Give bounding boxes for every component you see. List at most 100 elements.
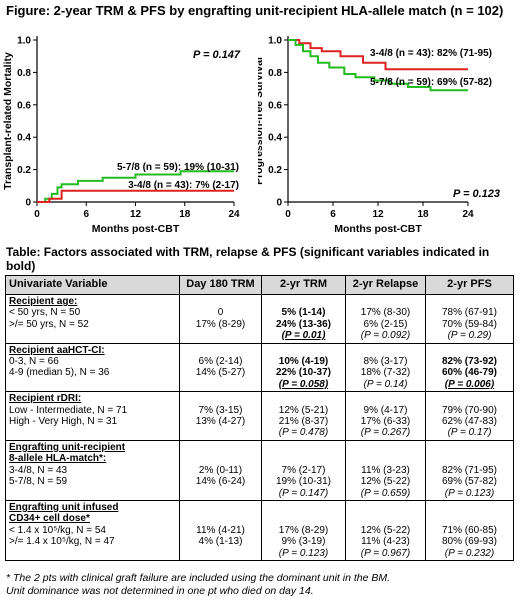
table-header-row: Univariate Variable Day 180 TRM 2-yr TRM… xyxy=(5,275,514,295)
value: 62% (47-83) xyxy=(441,416,498,428)
x-axis-label: Months post-CBT xyxy=(334,223,422,235)
trm-cell: 10% (4-19) 22% (10-37) (P = 0.058) xyxy=(261,342,346,393)
value: 17% (8-29) xyxy=(278,524,329,536)
value: 60% (46-79) xyxy=(441,367,498,379)
value: 82% (73-92) xyxy=(441,356,498,368)
y-tick-label: 0.8 xyxy=(17,68,31,79)
value: 17% (6-33) xyxy=(360,416,411,428)
p-value: (P = 0.147) xyxy=(278,487,329,499)
row-label: >/= 1.4 x 10⁵/kg, N = 47 xyxy=(9,536,115,548)
table-row-age: Recipient age: < 50 yrs, N = 50 >/= 50 y… xyxy=(5,294,514,344)
value: 24% (13-36) xyxy=(275,318,332,330)
trm-cell: 17% (8-29) 9% (3-19) (P = 0.123) xyxy=(261,499,346,561)
day180-cell: 2% (0-11) 14% (6-24) xyxy=(179,439,262,501)
pfs-cell: 79% (70-90) 62% (47-83) (P = 0.17) xyxy=(425,391,514,441)
value: 8% (3-17) xyxy=(363,356,408,368)
pfs-cell: 71% (60-85) 80% (69-93) (P = 0.232) xyxy=(425,499,514,561)
value: 2% (0-11) xyxy=(198,464,243,476)
value: 17% (8-30) xyxy=(360,307,411,319)
value: 6% (2-14) xyxy=(198,356,243,368)
variable-cell: Recipient age: < 50 yrs, N = 50 >/= 50 y… xyxy=(5,294,180,344)
value: 18% (7-32) xyxy=(360,367,411,379)
x-tick-label: 18 xyxy=(417,209,429,220)
y-tick-label: 0 xyxy=(276,198,282,209)
value: 14% (5-27) xyxy=(195,367,246,379)
table-title: Table: Factors associated with TRM, rela… xyxy=(6,245,490,273)
group-header: Recipient rDRI: xyxy=(9,393,82,405)
row-label: 0-3, N = 66 xyxy=(9,356,59,368)
series-label: 5-7/8 (n = 59): 69% (57-82) xyxy=(370,77,492,88)
series-line xyxy=(288,39,468,71)
group-header: Recipient age: xyxy=(9,296,78,307)
y-tick-label: 0.2 xyxy=(17,165,31,176)
p-value: (P = 0.092) xyxy=(360,330,411,342)
value: 5% (1-14) xyxy=(281,307,326,319)
group-header: Engrafting unit infused xyxy=(9,501,119,513)
value: 7% (2-17) xyxy=(281,464,326,476)
p-value: (P = 0.01) xyxy=(281,330,326,342)
pfs-cell: 82% (71-95) 69% (57-82) (P = 0.123) xyxy=(425,439,514,501)
table-row-hctci: Recipient aaHCT-CI: 0-3, N = 66 4-9 (med… xyxy=(5,342,514,393)
row-label: 5-7/8, N = 59 xyxy=(9,476,68,488)
figure-title: Figure: 2-year TRM & PFS by engrafting u… xyxy=(6,3,504,18)
value: 19% (10-31) xyxy=(275,476,332,488)
value: 82% (71-95) xyxy=(441,464,498,476)
value: 12% (5-22) xyxy=(360,476,411,488)
p-value: (P = 0.058) xyxy=(278,378,329,390)
x-tick-label: 24 xyxy=(228,209,240,220)
value: 6% (2-15) xyxy=(363,318,408,330)
value: 7% (3-15) xyxy=(198,404,243,416)
y-tick-label: 0.4 xyxy=(268,133,282,144)
factors-table: Univariate Variable Day 180 TRM 2-yr TRM… xyxy=(5,275,514,561)
y-tick-label: 1.0 xyxy=(268,36,282,47)
value: 12% (5-22) xyxy=(360,524,411,536)
variable-cell: Engrafting unit-recipient 8-allele HLA-m… xyxy=(5,439,180,501)
footnote: * The 2 pts with clinical graft failure … xyxy=(6,572,390,598)
y-axis-label: Transplant-related Mortality xyxy=(2,52,14,190)
footnote-line-1: * The 2 pts with clinical graft failure … xyxy=(6,572,391,584)
y-tick-label: 1.0 xyxy=(17,36,31,47)
table-row-hla-match: Engrafting unit-recipient 8-allele HLA-m… xyxy=(5,439,514,501)
p-value: (P = 0.478) xyxy=(278,427,329,439)
day180-cell: 6% (2-14) 14% (5-27) xyxy=(179,342,262,393)
p-value: (P = 0.006) xyxy=(444,378,495,390)
y-tick-label: 0.4 xyxy=(17,133,31,144)
value: 78% (67-91) xyxy=(441,307,498,319)
day180-cell: 7% (3-15) 13% (4-27) xyxy=(179,391,262,441)
x-tick-label: 0 xyxy=(34,209,40,220)
y-tick-label: 0.6 xyxy=(17,100,31,111)
row-label: < 1.4 x 10⁵/kg, N = 54 xyxy=(9,524,106,536)
value: 69% (57-82) xyxy=(441,476,498,488)
series-label: 5-7/8 (n = 59): 19% (10-31) xyxy=(117,162,239,173)
group-header: Engrafting unit-recipient xyxy=(9,441,126,453)
p-value: (P = 0.659) xyxy=(360,487,411,499)
value: 17% (8-29) xyxy=(195,318,246,330)
x-tick-label: 0 xyxy=(285,209,291,220)
table-row-cd34-dose: Engrafting unit infused CD34+ cell dose*… xyxy=(5,499,514,561)
group-header: 8-allele HLA-match*: xyxy=(9,453,107,465)
value: 14% (6-24) xyxy=(195,476,246,488)
header-2yr-pfs: 2-yr PFS xyxy=(425,275,514,295)
x-tick-label: 24 xyxy=(462,209,474,220)
x-axis-label: Months post-CBT xyxy=(92,223,180,235)
variable-cell: Recipient rDRI: Low - Intermediate, N = … xyxy=(5,391,180,441)
header-2yr-relapse: 2-yr Relapse xyxy=(345,275,426,295)
row-label: >/= 50 yrs, N = 52 xyxy=(9,318,89,330)
row-label: < 50 yrs, N = 50 xyxy=(9,307,81,319)
p-value: (P = 0.267) xyxy=(360,427,411,439)
variable-cell: Recipient aaHCT-CI: 0-3, N = 66 4-9 (med… xyxy=(5,342,180,393)
value: 79% (70-90) xyxy=(441,404,498,416)
trm-chart: 0 0.2 0.4 0.6 0.8 1.0 0 6 12 18 24 Months post-CBT T… xyxy=(2,36,241,236)
value: 71% (60-85) xyxy=(441,524,498,536)
day180-cell: 11% (4-21) 4% (1-13) xyxy=(179,499,262,561)
y-tick-label: 0.2 xyxy=(268,165,282,176)
group-header: CD34+ cell dose* xyxy=(9,513,90,525)
p-value: (P = 0.123) xyxy=(444,487,495,499)
group-header: Recipient aaHCT-CI: xyxy=(9,344,105,356)
relapse-cell: 11% (3-23) 12% (5-22) (P = 0.659) xyxy=(345,439,426,501)
series-line xyxy=(37,189,234,203)
p-value: (P = 0.17) xyxy=(447,427,492,439)
row-label: High - Very High, N = 31 xyxy=(9,416,118,428)
row-label: 3-4/8, N = 43 xyxy=(9,464,68,476)
y-tick-label: 0 xyxy=(25,198,31,209)
